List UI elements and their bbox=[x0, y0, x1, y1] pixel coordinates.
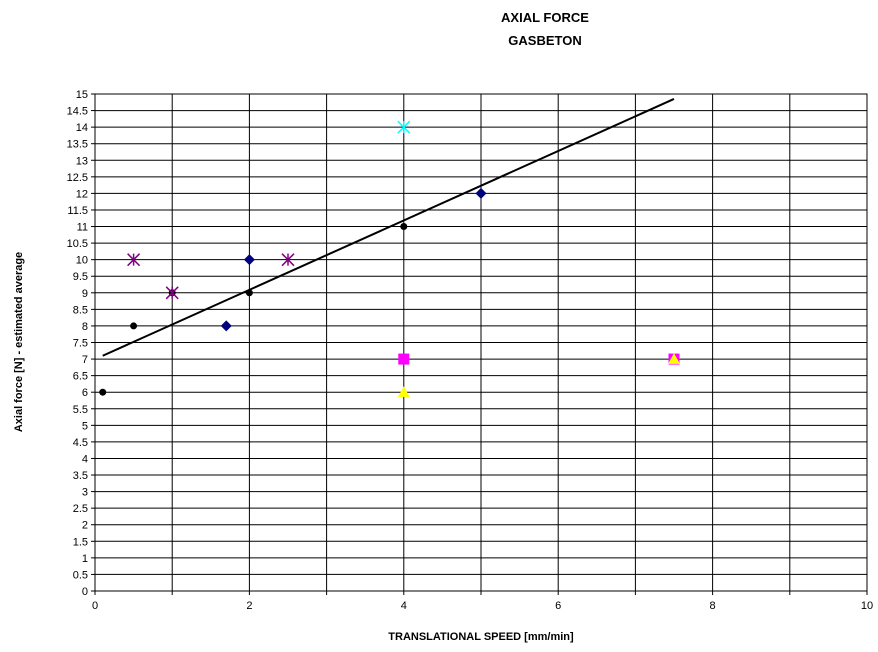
y-tick-label: 9.5 bbox=[73, 271, 88, 283]
y-tick-label: 10 bbox=[76, 255, 88, 267]
data-point-star bbox=[165, 286, 179, 300]
y-tick-label: 10.5 bbox=[67, 238, 88, 250]
data-point-circle bbox=[99, 388, 107, 396]
y-tick-label: 11 bbox=[77, 222, 88, 234]
x-tick-label: 8 bbox=[710, 600, 716, 612]
x-tick-label: 10 bbox=[861, 600, 873, 612]
y-tick-label: 8.5 bbox=[73, 304, 88, 316]
data-point-circle bbox=[130, 322, 138, 330]
x-tick-label: 6 bbox=[555, 600, 561, 612]
y-tick-label: 11.5 bbox=[67, 205, 88, 217]
y-tick-label: 15 bbox=[76, 89, 88, 101]
y-tick-label: 5 bbox=[82, 420, 88, 432]
y-tick-label: 13.5 bbox=[67, 139, 88, 151]
grid bbox=[94, 93, 868, 592]
y-tick-label: 8 bbox=[82, 321, 88, 333]
y-tick-label: 14 bbox=[76, 122, 88, 134]
y-tick-label: 12 bbox=[76, 188, 88, 200]
data-point-star bbox=[281, 253, 295, 267]
y-tick-label: 4 bbox=[82, 453, 88, 465]
y-tick-label: 6.5 bbox=[73, 371, 88, 383]
data-points bbox=[99, 120, 680, 397]
y-tick-label: 2.5 bbox=[73, 503, 88, 515]
y-axis-ticks: 00.511.522.533.544.555.566.577.588.599.5… bbox=[67, 89, 95, 598]
y-tick-label: 2 bbox=[82, 520, 88, 532]
y-axis-label: Axial force [N] - estimated average bbox=[13, 252, 25, 432]
data-point-square bbox=[398, 353, 410, 365]
x-tick-label: 2 bbox=[246, 600, 252, 612]
data-point-circle bbox=[245, 289, 253, 297]
y-tick-label: 9 bbox=[82, 288, 88, 300]
y-tick-label: 0 bbox=[82, 586, 88, 598]
x-axis-label: TRANSLATIONAL SPEED [mm/min] bbox=[388, 631, 574, 643]
y-tick-label: 1 bbox=[82, 553, 88, 565]
y-tick-label: 4.5 bbox=[73, 437, 88, 449]
chart-title-line-1: AXIAL FORCE bbox=[501, 10, 589, 25]
data-point-triangle bbox=[397, 386, 410, 397]
y-tick-label: 6 bbox=[82, 387, 88, 399]
data-point-circle bbox=[400, 223, 408, 231]
x-tick-label: 0 bbox=[92, 600, 98, 612]
data-point-star bbox=[127, 253, 141, 267]
y-tick-label: 13 bbox=[76, 155, 88, 167]
y-tick-label: 3 bbox=[82, 487, 88, 499]
y-tick-label: 14.5 bbox=[67, 106, 88, 118]
data-point-triangle bbox=[668, 353, 680, 364]
y-tick-label: 7 bbox=[82, 354, 88, 366]
y-tick-label: 1.5 bbox=[73, 536, 88, 548]
data-point-star bbox=[397, 120, 411, 134]
data-point-diamond bbox=[243, 254, 255, 266]
y-tick-label: 5.5 bbox=[73, 404, 88, 416]
y-tick-label: 0.5 bbox=[73, 569, 88, 581]
trendline bbox=[102, 98, 675, 357]
y-tick-label: 3.5 bbox=[73, 470, 88, 482]
data-point-diamond bbox=[220, 320, 232, 332]
data-point-diamond bbox=[475, 187, 487, 199]
chart-title-line-2: GASBETON bbox=[508, 33, 581, 48]
y-tick-label: 12.5 bbox=[67, 172, 88, 184]
x-tick-label: 4 bbox=[401, 600, 407, 612]
y-tick-label: 7.5 bbox=[73, 338, 88, 350]
x-axis-ticks: 0 2 4 6 8 10 bbox=[92, 591, 873, 612]
